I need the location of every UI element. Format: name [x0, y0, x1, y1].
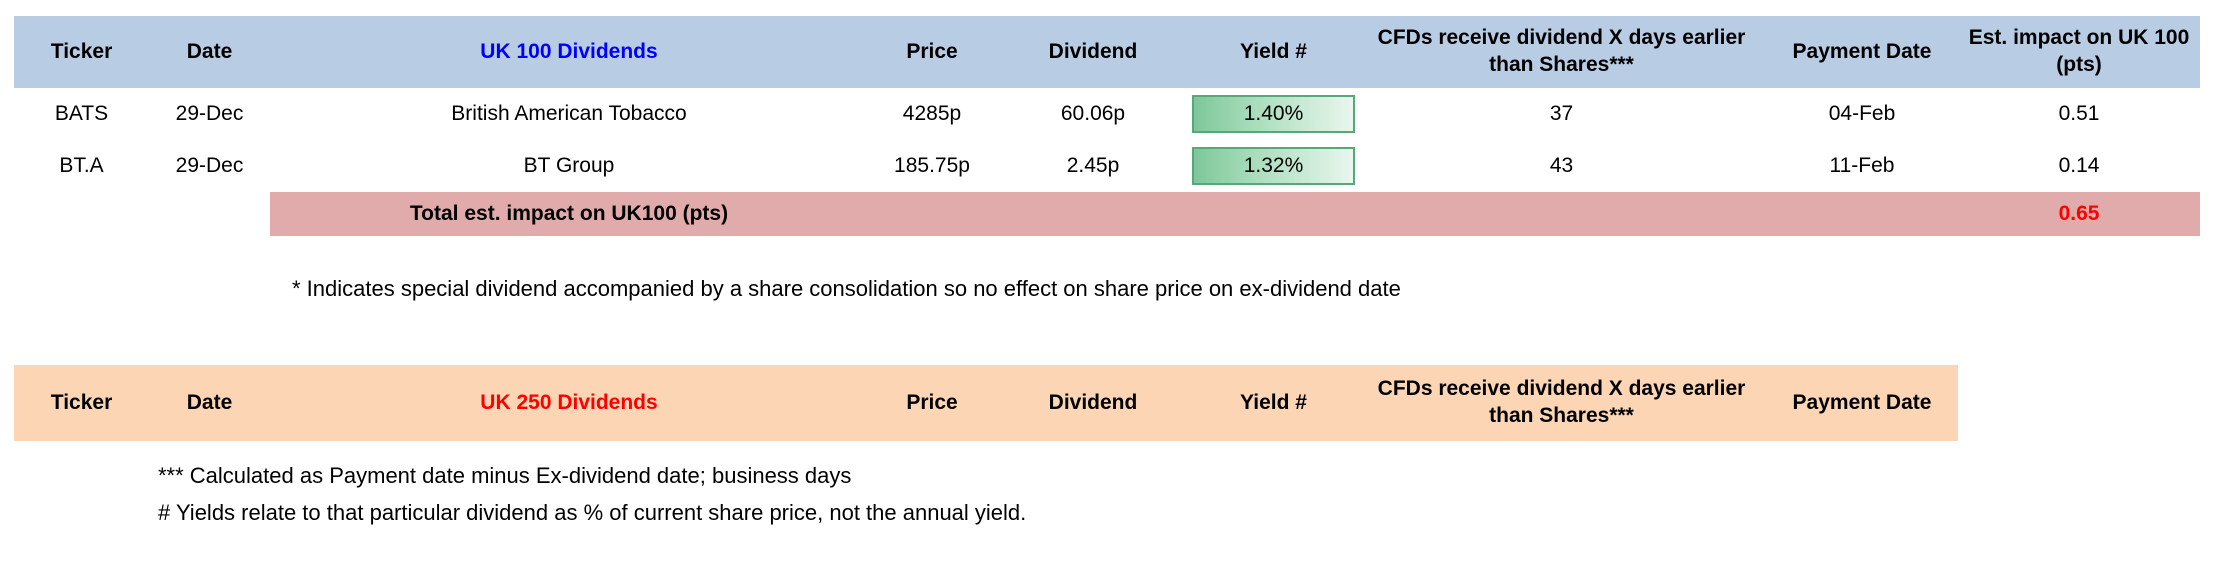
uk100-header-cfd-days: CFDs receive dividend X days earlier tha… [1377, 26, 1746, 76]
total-impact-value: 0.65 [1958, 192, 2200, 236]
cell-cfd-days: 43 [1549, 153, 1574, 177]
uk250-header-payment-date: Payment Date [1792, 390, 1932, 414]
uk100-total-row: Total est. impact on UK100 (pts) 0.65 [14, 192, 2200, 236]
cell-ticker: BT.A [59, 153, 104, 177]
footnotes: *** Calculated as Payment date minus Ex-… [158, 462, 1026, 536]
total-impact-label: Total est. impact on UK100 (pts) [270, 192, 868, 236]
uk100-header-date: Date [186, 39, 233, 63]
uk250-header-date: Date [186, 390, 233, 414]
cell-impact: 0.51 [2058, 101, 2100, 125]
cell-yield: 1.40% [1190, 88, 1357, 140]
uk100-header-payment-date: Payment Date [1792, 39, 1932, 63]
footnote-payment-calc: *** Calculated as Payment date minus Ex-… [158, 463, 852, 488]
cell-dividend: 2.45p [1066, 153, 1120, 177]
cell-dividend: 60.06p [1060, 101, 1126, 125]
uk250-header-ticker: Ticker [50, 390, 113, 414]
empty-cell [1766, 192, 1958, 236]
cell-company-name: British American Tobacco [451, 101, 687, 125]
table-row: BT.A 29-Dec BT Group 185.75p 2.45p 1.32%… [14, 140, 2200, 192]
uk250-table-title: UK 250 Dividends [480, 390, 658, 414]
yield-databar: 1.40% [1192, 95, 1355, 133]
cell-cfd-days: 37 [1549, 101, 1574, 125]
empty-cell [1190, 192, 1357, 236]
cell-price: 185.75p [894, 153, 970, 177]
uk250-header-dividend: Dividend [1048, 390, 1138, 414]
cell-price: 4285p [902, 101, 962, 125]
cell-date: 29-Dec [175, 101, 244, 125]
uk250-header-yield: Yield # [1240, 390, 1307, 414]
cell-impact: 0.14 [2058, 153, 2100, 177]
cell-yield: 1.32% [1190, 140, 1357, 192]
yield-databar: 1.32% [1192, 147, 1355, 185]
uk100-header-yield: Yield # [1240, 39, 1307, 63]
empty-cell [868, 192, 996, 236]
uk100-header-price: Price [906, 39, 958, 63]
uk100-header-ticker: Ticker [50, 39, 113, 63]
uk100-header-row: Ticker Date UK 100 Dividends Price Divid… [14, 16, 2200, 88]
uk100-table-title: UK 100 Dividends [480, 39, 658, 63]
cell-company-name: BT Group [523, 153, 615, 177]
empty-cell [1357, 192, 1766, 236]
uk250-header-price: Price [906, 390, 958, 414]
special-dividend-note: * Indicates special dividend accompanied… [292, 276, 1401, 301]
table-row: BATS 29-Dec British American Tobacco 428… [14, 88, 2200, 140]
cell-date: 29-Dec [175, 153, 244, 177]
empty-cell [149, 192, 270, 236]
cell-payment-date: 04-Feb [1828, 101, 1896, 125]
uk100-header-dividend: Dividend [1048, 39, 1138, 63]
uk250-table: Ticker Date UK 250 Dividends Price Divid… [14, 365, 1958, 441]
empty-cell [14, 192, 149, 236]
uk250-header-cfd-days: CFDs receive dividend X days earlier tha… [1377, 377, 1746, 427]
footnote-yield-definition: # Yields relate to that particular divid… [158, 500, 1027, 525]
uk100-header-impact: Est. impact on UK 100 (pts) [1968, 26, 2190, 76]
cell-payment-date: 11-Feb [1829, 153, 1895, 177]
empty-cell [996, 192, 1190, 236]
uk100-table: Ticker Date UK 100 Dividends Price Divid… [14, 16, 2200, 236]
uk250-header-row: Ticker Date UK 250 Dividends Price Divid… [14, 365, 1958, 441]
cell-ticker: BATS [54, 101, 109, 125]
